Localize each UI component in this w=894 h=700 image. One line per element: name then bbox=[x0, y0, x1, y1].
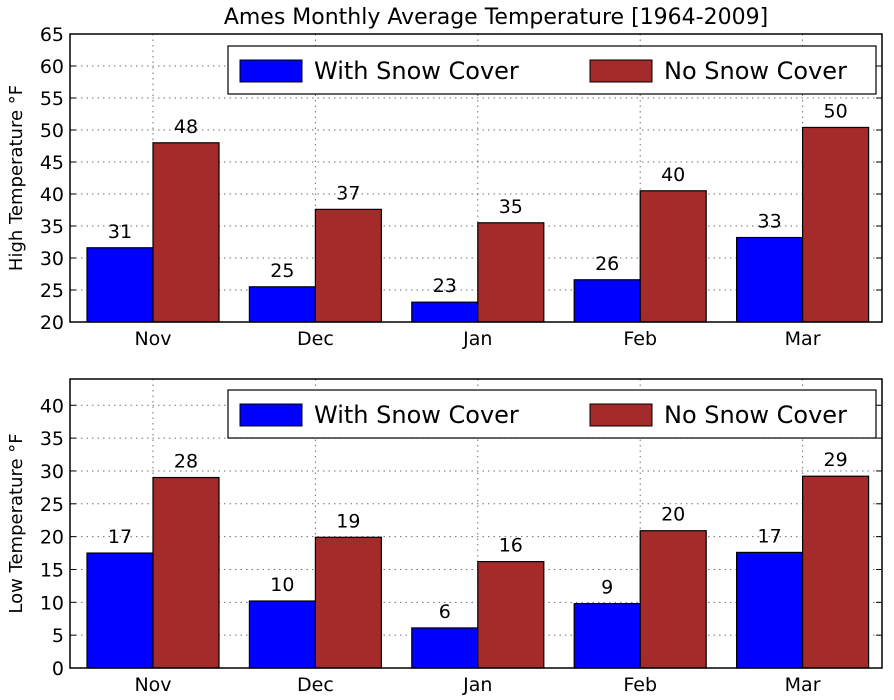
legend-swatch-snow-cover bbox=[239, 59, 303, 83]
x-tick-label: Feb bbox=[623, 328, 657, 350]
bar-no-snow-cover bbox=[152, 142, 220, 323]
y-tick-label: 50 bbox=[40, 120, 64, 142]
data-label: 37 bbox=[336, 182, 360, 204]
y-axis-label: High Temperature °F bbox=[6, 85, 27, 271]
bar-snow-cover bbox=[735, 551, 804, 669]
x-axis: Nov Dec Jan Feb Mar bbox=[134, 662, 821, 696]
plot-frame bbox=[69, 378, 883, 669]
data-label: 17 bbox=[758, 525, 782, 547]
bars: 31 25 23 26 33 48 37 35 40 50 bbox=[86, 100, 870, 323]
y-tick-label: 20 bbox=[40, 527, 64, 549]
bar-no-snow-cover bbox=[639, 190, 707, 323]
plot-frame bbox=[69, 33, 883, 323]
data-label: 9 bbox=[601, 577, 613, 599]
legend: With Snow Cover No Snow Cover bbox=[227, 389, 877, 439]
y-tick-label: 0 bbox=[52, 658, 64, 680]
data-label: 6 bbox=[439, 601, 451, 623]
y-tick-label: 65 bbox=[40, 24, 64, 46]
x-tick-label: Dec bbox=[297, 328, 334, 350]
data-label: 40 bbox=[661, 164, 685, 186]
y-tick-label: 30 bbox=[40, 461, 64, 483]
bar-snow-cover bbox=[248, 286, 316, 323]
legend-label: No Snow Cover bbox=[664, 401, 847, 429]
data-label: 33 bbox=[758, 211, 782, 233]
bar-no-snow-cover bbox=[314, 536, 382, 669]
bar-snow-cover bbox=[573, 279, 641, 323]
data-label: 16 bbox=[499, 535, 523, 557]
bar-no-snow-cover bbox=[801, 126, 870, 323]
chart-title: Ames Monthly Average Temperature [1964-2… bbox=[224, 5, 768, 30]
bar-snow-cover bbox=[411, 301, 479, 323]
bar-snow-cover bbox=[573, 603, 641, 669]
y-tick-label: 25 bbox=[40, 494, 64, 516]
y-tick-label: 45 bbox=[40, 152, 64, 174]
x-tick-label: Nov bbox=[134, 328, 171, 350]
data-label: 20 bbox=[661, 504, 685, 526]
data-label: 25 bbox=[270, 260, 294, 282]
bar-snow-cover bbox=[411, 627, 479, 669]
x-tick-label: Nov bbox=[134, 674, 171, 696]
y-tick-label: 5 bbox=[52, 625, 64, 647]
y-tick-label: 30 bbox=[40, 248, 64, 270]
bar-no-snow-cover bbox=[314, 208, 382, 323]
legend: With Snow Cover No Snow Cover bbox=[227, 45, 877, 95]
y-tick-label: 40 bbox=[40, 184, 64, 206]
chart-panel-2: 17 10 6 9 17 28 19 16 20 29 0 5 10 15 20 25 30 35 40 Nov Dec… bbox=[6, 378, 883, 696]
y-tick-label: 60 bbox=[40, 56, 64, 78]
data-label: 17 bbox=[108, 526, 132, 548]
bars: 17 10 6 9 17 28 19 16 20 29 bbox=[86, 449, 870, 669]
x-tick-label: Jan bbox=[462, 674, 492, 696]
legend-swatch-no-snow-cover bbox=[589, 59, 653, 83]
y-tick-label: 20 bbox=[40, 312, 64, 334]
data-label: 26 bbox=[595, 253, 619, 275]
chart-panel-1: 31 25 23 26 33 48 37 35 40 50 20 25 30 35 40 45 50 55 60 65… bbox=[6, 5, 883, 350]
data-label: 29 bbox=[824, 449, 848, 471]
y-axis: 0 5 10 15 20 25 30 35 40 bbox=[40, 395, 882, 680]
bar-no-snow-cover bbox=[801, 475, 870, 669]
legend-label: No Snow Cover bbox=[664, 57, 847, 85]
y-tick-label: 10 bbox=[40, 592, 64, 614]
bar-snow-cover bbox=[86, 247, 154, 323]
bar-no-snow-cover bbox=[477, 560, 545, 669]
legend-label: With Snow Cover bbox=[314, 401, 519, 429]
x-tick-label: Feb bbox=[623, 674, 657, 696]
data-label: 10 bbox=[270, 574, 294, 596]
bar-no-snow-cover bbox=[152, 476, 220, 669]
y-tick-label: 35 bbox=[40, 428, 64, 450]
bar-snow-cover bbox=[86, 552, 154, 669]
y-axis: 20 25 30 35 40 45 50 55 60 65 bbox=[40, 24, 882, 334]
data-label: 31 bbox=[108, 221, 132, 243]
legend-label: With Snow Cover bbox=[314, 57, 519, 85]
x-tick-label: Dec bbox=[297, 674, 334, 696]
bar-snow-cover bbox=[248, 600, 316, 669]
y-tick-label: 40 bbox=[40, 395, 64, 417]
data-label: 19 bbox=[336, 510, 360, 532]
y-axis-label: Low Temperature °F bbox=[6, 433, 27, 613]
y-tick-label: 55 bbox=[40, 88, 64, 110]
data-label: 28 bbox=[174, 451, 198, 473]
data-label: 48 bbox=[174, 116, 198, 138]
legend-swatch-no-snow-cover bbox=[589, 403, 653, 427]
data-label: 23 bbox=[433, 275, 457, 297]
bar-snow-cover bbox=[735, 236, 804, 323]
legend-box bbox=[227, 45, 877, 95]
y-tick-label: 15 bbox=[40, 559, 64, 581]
x-tick-label: Mar bbox=[785, 674, 821, 696]
legend-swatch-snow-cover bbox=[239, 403, 303, 427]
legend-box bbox=[227, 389, 877, 439]
x-tick-label: Mar bbox=[785, 328, 821, 350]
x-tick-label: Jan bbox=[462, 328, 492, 350]
data-label: 50 bbox=[824, 100, 848, 122]
bar-no-snow-cover bbox=[477, 222, 545, 323]
data-label: 35 bbox=[499, 196, 523, 218]
y-tick-label: 25 bbox=[40, 280, 64, 302]
y-tick-label: 35 bbox=[40, 216, 64, 238]
bar-no-snow-cover bbox=[639, 530, 707, 669]
x-axis: Nov Dec Jan Feb Mar bbox=[134, 316, 821, 350]
